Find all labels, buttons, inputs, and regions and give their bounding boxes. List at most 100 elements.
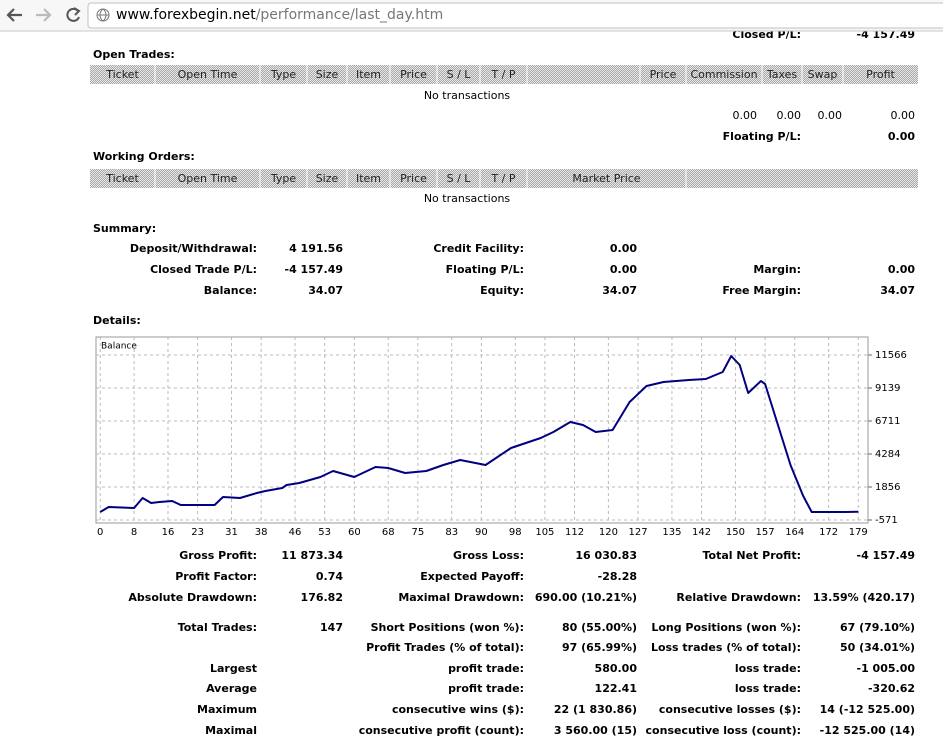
balance-line — [99, 355, 859, 513]
stat-label: Total Net Profit: — [703, 549, 802, 562]
stat-label: Margin: — [753, 263, 801, 276]
floating-value: 0.00 — [888, 130, 915, 143]
stat-value: 147 — [320, 621, 343, 634]
y-tick-label: -571 — [875, 515, 898, 526]
stat-value: -12 525.00 (14) — [820, 724, 915, 737]
section-title: Details: — [93, 314, 141, 327]
stat-value: -1 005.00 — [857, 662, 916, 675]
x-tick-label: 68 — [382, 527, 395, 538]
forward-button[interactable] — [36, 8, 52, 22]
empty-message: No transactions — [424, 89, 511, 102]
legend-label: Balance — [101, 342, 137, 352]
column-header: Ticket — [105, 172, 139, 185]
x-tick-label: 179 — [849, 527, 868, 538]
y-tick-label: 4284 — [875, 449, 900, 460]
stat-value: 67 (79.10%) — [840, 621, 915, 634]
total-cell: 0.00 — [777, 109, 802, 122]
site-icon-lines — [97, 8, 109, 22]
stat-label: Largest — [210, 662, 257, 675]
back-button[interactable] — [6, 8, 22, 22]
column-header: S / L — [447, 172, 472, 185]
stat-value: 176.82 — [301, 591, 343, 604]
stat-label: profit trade: — [448, 682, 524, 695]
x-tick-label: 120 — [599, 527, 618, 538]
column-header: Price — [650, 68, 677, 81]
stat-value: 4 191.56 — [289, 242, 343, 255]
url-path: /performance/last_day.htm — [256, 7, 444, 23]
address-bar[interactable] — [87, 2, 943, 29]
balance-chart: -571 1856 4284 6711 9139 11566 0 8 16 23 31 38 46 53 6… — [95, 336, 907, 538]
column-header: Swap — [808, 68, 838, 81]
stat-value: 3 560.00 (15) — [554, 724, 637, 737]
stat-label: Total Trades: — [178, 621, 257, 634]
x-tick-label: 135 — [662, 527, 681, 538]
stat-value: -4 157.49 — [857, 549, 916, 562]
stat-value: 0.00 — [610, 263, 637, 276]
stat-value: 14 (-12 525.00) — [820, 703, 915, 716]
stat-label: Gross Profit: — [179, 549, 257, 562]
column-header: Size — [316, 68, 339, 81]
stat-label: Profit Factor: — [175, 570, 257, 583]
column-header: Market Price — [572, 172, 640, 185]
url: www.forexbegin.net/performance/last_day.… — [116, 7, 443, 23]
x-tick-label: 157 — [756, 527, 775, 538]
column-header: Taxes — [766, 68, 798, 81]
x-tick-label: 31 — [225, 527, 238, 538]
column-header: Open Time — [178, 172, 238, 185]
column-header: T / P — [490, 68, 515, 81]
stat-label: Relative Drawdown: — [676, 591, 801, 604]
stat-value: 0.00 — [610, 242, 637, 255]
x-tick-label: 16 — [162, 527, 175, 538]
x-tick-label: 0 — [97, 527, 103, 538]
stat-value: 13.59% (420.17) — [813, 591, 915, 604]
stat-value: 80 (55.00%) — [562, 621, 637, 634]
stat-value: 34.07 — [308, 284, 343, 297]
stat-label: consecutive loss (count): — [646, 724, 801, 737]
x-tick-label: 75 — [411, 527, 424, 538]
x-tick-label: 60 — [348, 527, 361, 538]
column-header: Type — [270, 68, 296, 81]
empty-message: No transactions — [424, 192, 511, 205]
reload-button[interactable] — [66, 7, 81, 22]
stat-value: 22 (1 830.86) — [554, 703, 637, 716]
stat-value: 97 (65.99%) — [562, 641, 637, 654]
stat-label: Loss trades (% of total): — [651, 641, 801, 654]
stat-label: Closed Trade P/L: — [150, 263, 257, 276]
floating-label: Floating P/L: — [723, 130, 801, 143]
x-tick-label: 53 — [318, 527, 331, 538]
x-tick-label: 142 — [692, 527, 711, 538]
x-tick-label: 46 — [289, 527, 302, 538]
stat-label: Absolute Drawdown: — [128, 591, 257, 604]
column-header: Ticket — [105, 68, 139, 81]
stat-value: 690.00 (10.21%) — [535, 591, 637, 604]
stat-label: Equity: — [480, 284, 524, 297]
section-title: Working Orders: — [93, 150, 195, 163]
column-header: Commission — [690, 68, 757, 81]
stat-label: Short Positions (won %): — [371, 621, 524, 634]
stat-label: Floating P/L: — [446, 263, 524, 276]
stat-value: -320.62 — [868, 682, 915, 695]
section-title: Open Trades: — [93, 48, 175, 61]
stat-label: Profit Trades (% of total): — [366, 641, 524, 654]
column-header: T / P — [490, 172, 515, 185]
stat-label: Deposit/Withdrawal: — [130, 242, 257, 255]
stat-label: Average — [206, 682, 257, 695]
stat-label: Maximal Drawdown: — [398, 591, 524, 604]
stat-value: 34.07 — [880, 284, 915, 297]
y-tick-label: 1856 — [875, 482, 900, 493]
stat-label: consecutive losses ($): — [659, 703, 801, 716]
stat-label: Free Margin: — [722, 284, 801, 297]
total-cell: 0.00 — [733, 109, 758, 122]
stat-label: Balance: — [204, 284, 257, 297]
x-tick-label: 112 — [565, 527, 584, 538]
column-header: Profit — [866, 68, 895, 81]
x-tick-label: 38 — [255, 527, 268, 538]
stat-label: loss trade: — [735, 662, 801, 675]
stat-value: 0.00 — [888, 263, 915, 276]
stat-value: 11 873.34 — [281, 549, 343, 562]
x-tick-label: 98 — [509, 527, 522, 538]
x-tick-label: 90 — [475, 527, 488, 538]
plot-area — [95, 336, 869, 524]
stat-label: Gross Loss: — [453, 549, 524, 562]
